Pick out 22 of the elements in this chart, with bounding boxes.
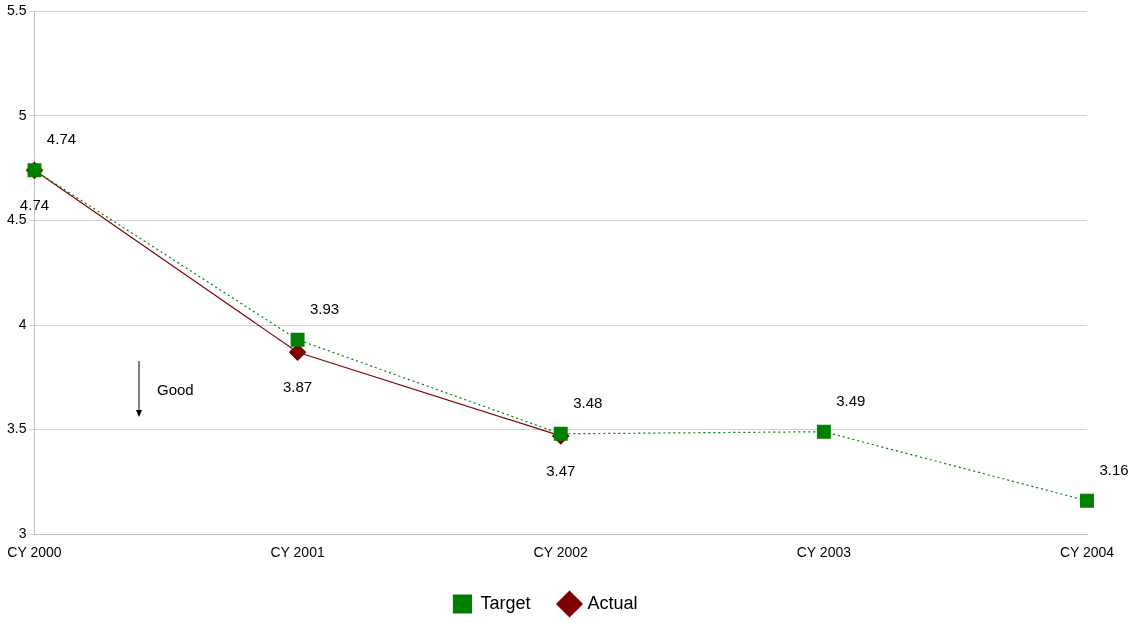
annotation: Good — [157, 381, 194, 399]
data-label: 3.49 — [836, 391, 866, 409]
y-tick-label: 4 — [18, 315, 27, 332]
legend-label: Actual — [587, 592, 638, 613]
y-tick-label: 5 — [18, 106, 27, 123]
x-tick-label: CY 2000 — [7, 544, 62, 561]
x-tick-label: CY 2003 — [796, 544, 852, 561]
legend-label: Target — [480, 592, 531, 613]
data-label: 4.74 — [46, 130, 77, 148]
data-label: 3.93 — [309, 299, 340, 317]
y-tick-label: 3.5 — [6, 420, 27, 437]
y-tick-label: 4.5 — [6, 211, 27, 228]
data-label: 3.47 — [546, 462, 576, 480]
data-label: 4.74 — [19, 196, 50, 214]
y-tick-label: 5.5 — [6, 2, 27, 19]
data-label: 3.87 — [282, 378, 313, 396]
y-tick-label: 3 — [18, 525, 27, 542]
data-label: 3.48 — [573, 393, 603, 411]
x-tick-label: CY 2002 — [533, 544, 589, 561]
x-tick-label: CY 2001 — [270, 544, 325, 561]
data-label: 3.16 — [1099, 460, 1129, 478]
x-tick-label: CY 2004 — [1059, 544, 1115, 561]
